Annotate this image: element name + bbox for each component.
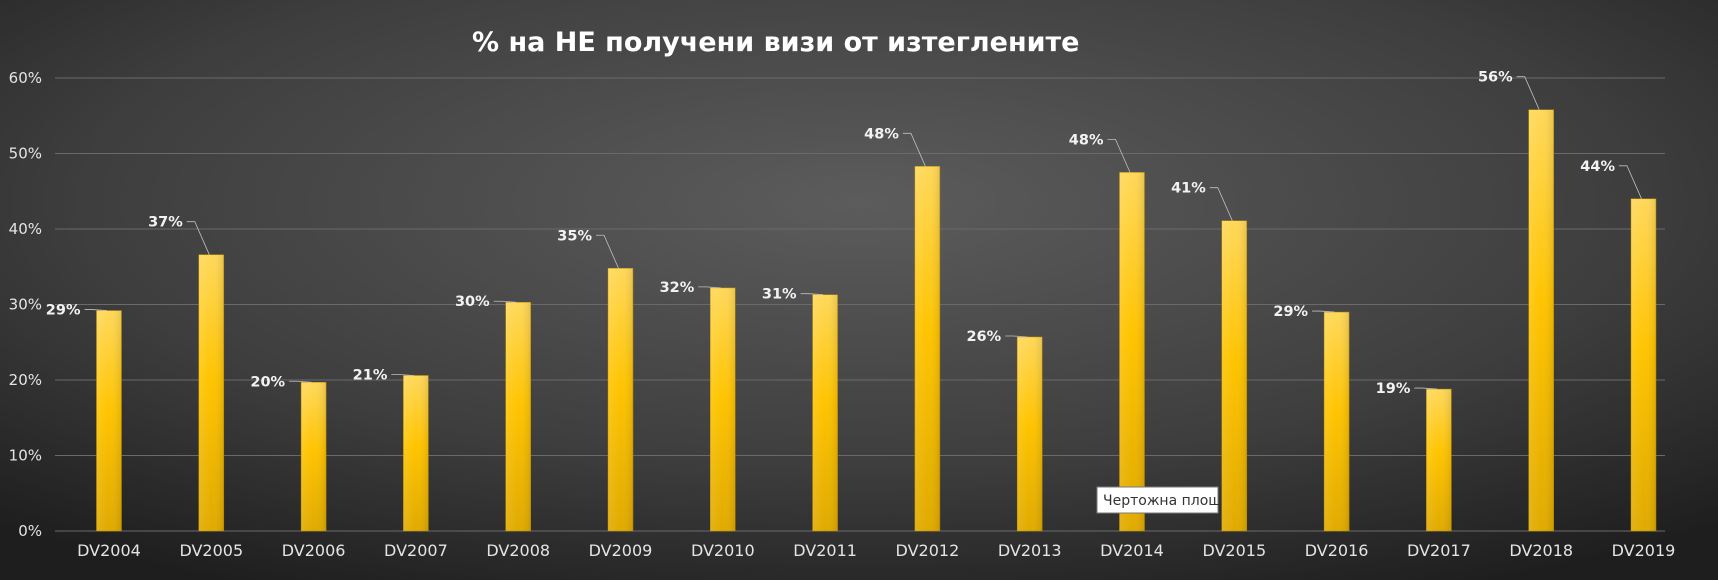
bar-shine bbox=[914, 166, 940, 531]
data-label: 48% bbox=[864, 126, 899, 142]
chart-title: % на НЕ получени визи от изтеглените bbox=[472, 27, 1079, 58]
bar-shine bbox=[1426, 389, 1452, 531]
bar-shine bbox=[1119, 172, 1145, 531]
bar-shine bbox=[96, 310, 122, 531]
bar-shine bbox=[710, 287, 736, 531]
data-label: 37% bbox=[148, 215, 183, 231]
x-tick-label: DV2009 bbox=[589, 541, 653, 560]
data-label: 29% bbox=[46, 303, 81, 319]
leader-line bbox=[1619, 165, 1642, 199]
bar-shine bbox=[812, 294, 838, 531]
leader-line bbox=[391, 374, 414, 376]
leader-line bbox=[84, 309, 108, 311]
bar-shine bbox=[1221, 220, 1247, 531]
x-tick-label: DV2017 bbox=[1407, 541, 1471, 560]
x-tick-label: DV2013 bbox=[998, 541, 1062, 560]
y-tick-label: 60% bbox=[9, 69, 42, 87]
x-tick-label: DV2012 bbox=[896, 541, 960, 560]
leader-line bbox=[186, 221, 210, 255]
tooltip-text: Чертожна площ bbox=[1103, 493, 1221, 509]
y-tick-label: 50% bbox=[9, 145, 42, 163]
data-label: 29% bbox=[1273, 304, 1308, 320]
data-label: 44% bbox=[1580, 159, 1615, 175]
leader-line bbox=[1107, 138, 1131, 173]
y-tick-label: 40% bbox=[9, 220, 42, 238]
data-label: 21% bbox=[353, 367, 388, 383]
data-label: 32% bbox=[660, 280, 695, 296]
leader-line bbox=[902, 132, 926, 167]
x-tick-label: DV2014 bbox=[1100, 541, 1164, 560]
bar-shine bbox=[608, 268, 633, 531]
leader-line bbox=[1516, 76, 1540, 110]
x-tick-label: DV2007 bbox=[384, 541, 448, 560]
leader-line bbox=[1312, 310, 1335, 313]
data-label: 56% bbox=[1478, 70, 1513, 86]
data-label: 30% bbox=[455, 294, 490, 310]
y-tick-label: 20% bbox=[9, 371, 42, 389]
bar-shine bbox=[1631, 198, 1656, 532]
bar-shine bbox=[1324, 312, 1350, 531]
data-label: 41% bbox=[1171, 181, 1206, 197]
plot-area-tooltip: Чертожна площ bbox=[1096, 486, 1221, 514]
leader-line bbox=[1414, 387, 1437, 390]
leader-line bbox=[1209, 187, 1233, 221]
leader-line bbox=[596, 234, 619, 269]
x-axis: DV2004 DV2005 DV2006 DV2007 DV2008 DV2009 DV20… bbox=[77, 541, 1675, 560]
x-tick-label: DV2005 bbox=[179, 541, 243, 560]
leader-line bbox=[698, 286, 721, 289]
y-tick-label: 0% bbox=[18, 522, 42, 540]
leader-line bbox=[1005, 335, 1028, 338]
data-label: 19% bbox=[1376, 381, 1411, 397]
bar-shine bbox=[403, 375, 429, 531]
data-label: 48% bbox=[1069, 132, 1104, 148]
data-label: 31% bbox=[762, 287, 797, 303]
data-label: 20% bbox=[250, 374, 285, 390]
bar-shine bbox=[198, 254, 224, 532]
leader-line bbox=[800, 293, 824, 296]
bars-group bbox=[96, 109, 1657, 532]
leader-line bbox=[289, 380, 312, 383]
x-tick-label: DV2011 bbox=[793, 541, 857, 560]
x-tick-label: DV2010 bbox=[691, 541, 755, 560]
x-tick-label: DV2008 bbox=[486, 541, 550, 560]
leader-lines bbox=[84, 76, 1642, 390]
bar-shine bbox=[1528, 109, 1554, 532]
bar-shine bbox=[301, 382, 327, 531]
tooltip-box bbox=[1096, 486, 1219, 514]
y-axis: 0% 10% 20% 30% 40% 50% 60% bbox=[9, 69, 42, 540]
bar-shine bbox=[505, 302, 531, 531]
y-tick-label: 10% bbox=[9, 447, 42, 465]
x-tick-label: DV2015 bbox=[1202, 541, 1266, 560]
leader-line bbox=[493, 300, 517, 303]
y-tick-label: 30% bbox=[9, 296, 42, 314]
data-label: 35% bbox=[557, 228, 592, 244]
data-label: 26% bbox=[966, 329, 1001, 345]
bar-shine bbox=[1017, 336, 1043, 531]
x-tick-label: DV2019 bbox=[1612, 541, 1676, 560]
x-tick-label: DV2006 bbox=[282, 541, 346, 560]
data-labels: 29% 37% 20% 21% 30% 35% 32% 31% 48% 26% 48% 41% 29% 1… bbox=[46, 70, 1616, 397]
x-tick-label: DV2004 bbox=[77, 541, 141, 560]
x-tick-label: DV2018 bbox=[1509, 541, 1573, 560]
x-tick-label: DV2016 bbox=[1305, 541, 1369, 560]
